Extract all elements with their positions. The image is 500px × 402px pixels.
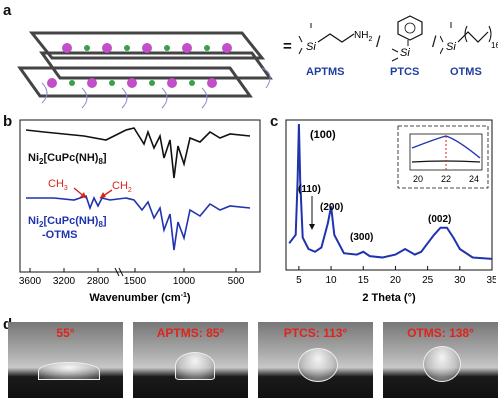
ir-trace-bottom (26, 194, 251, 251)
xrd-tick-label: 30 (454, 275, 466, 286)
ir-tick-3200: 3200 (53, 276, 76, 287)
peak-label-300: (300) (350, 232, 373, 243)
otms-label: OTMS (450, 66, 482, 78)
contact-angle-label: 55° (56, 326, 75, 340)
otms-structure: Si 16 (440, 22, 498, 55)
peak-label-110: (110) (298, 184, 321, 195)
contact-angle-photo-aptms: APTMS: 85° (133, 322, 248, 398)
panel-letter-a: a (3, 2, 12, 19)
inset-tick-22: 22 (441, 174, 451, 184)
aptms-label: APTMS (306, 66, 345, 78)
inset-tick-20: 20 (413, 174, 423, 184)
ir-x-axis-label: Wavenumber (cm-1) (89, 292, 191, 304)
svg-text:Si: Si (306, 41, 316, 53)
peak-label-200: (200) (320, 202, 343, 213)
ptcs-label: PTCS (390, 66, 420, 78)
water-droplet (298, 348, 338, 382)
separator-2: / (432, 34, 437, 51)
ir-trace-top (25, 127, 251, 179)
water-droplet (423, 346, 461, 382)
ir-label-pristine: Ni2[CuPc(NH)8] (28, 152, 107, 167)
ir-tick-3600: 3600 (19, 276, 42, 287)
xrd-x-axis-label: 2 Theta (°) (362, 292, 416, 304)
ir-label-otms: Ni2[CuPc(NH)8] -OTMS (28, 215, 107, 242)
contact-angle-photo-pristine: 55° (8, 322, 123, 398)
inset-tick-24: 24 (469, 174, 479, 184)
xrd-chart: 5 10 15 20 25 30 35 2 Theta (°) (100) (110) (2… (285, 119, 496, 304)
xrd-tick-label: 10 (326, 275, 338, 286)
xrd-tick-label: 20 (390, 275, 402, 286)
ch2-label: CH2 (112, 180, 132, 195)
xrd-inset: 20 22 24 (397, 125, 489, 189)
contact-angle-label: PTCS: 113° (283, 326, 348, 340)
equals-sign: = (283, 38, 292, 55)
aptms-amine-group: NH2 (354, 30, 372, 43)
ir-tick-500: 500 (228, 276, 245, 287)
panel-letter-d: d (3, 316, 12, 333)
contact-angle-photo-otms: OTMS: 138° (383, 322, 498, 398)
ir-frame (19, 119, 261, 273)
peak-label-002: (002) (428, 214, 451, 225)
svg-text:Si: Si (400, 47, 410, 59)
separator-1: / (376, 34, 381, 51)
xrd-series-line (288, 123, 493, 260)
ch3-label: CH3 (48, 178, 68, 193)
otms-subscript: 16 (491, 41, 498, 50)
contact-angle-label: APTMS: 85° (156, 326, 225, 340)
ir-spectra: 3600 3200 2800 1500 1000 500 Wavenumber … (19, 119, 261, 304)
svg-text:Si: Si (446, 41, 456, 53)
contact-angle-photo-ptcs: PTCS: 113° (258, 322, 373, 398)
ptcs-structure: Si (391, 15, 423, 62)
ir-tick-1000: 1000 (173, 276, 196, 287)
contact-angle-label: OTMS: 138° (407, 326, 474, 340)
water-droplet (175, 352, 215, 380)
framework-illustration (17, 31, 273, 109)
ir-tick-1500: 1500 (124, 276, 147, 287)
peak-110-arrowhead (309, 224, 315, 230)
ir-tick-2800: 2800 (87, 276, 110, 287)
xrd-tick-label: 5 (296, 275, 302, 286)
xrd-tick-label: 25 (422, 275, 434, 286)
xrd-tick-label: 35 (486, 275, 496, 286)
xrd-frame (285, 119, 493, 271)
water-droplet (38, 362, 100, 380)
panel-letter-c: c (270, 113, 279, 130)
xrd-tick-label: 15 (358, 275, 370, 286)
panel-letter-b: b (3, 113, 13, 130)
aptms-structure: Si NH2 (298, 23, 372, 55)
peak-label-100: (100) (310, 129, 336, 141)
